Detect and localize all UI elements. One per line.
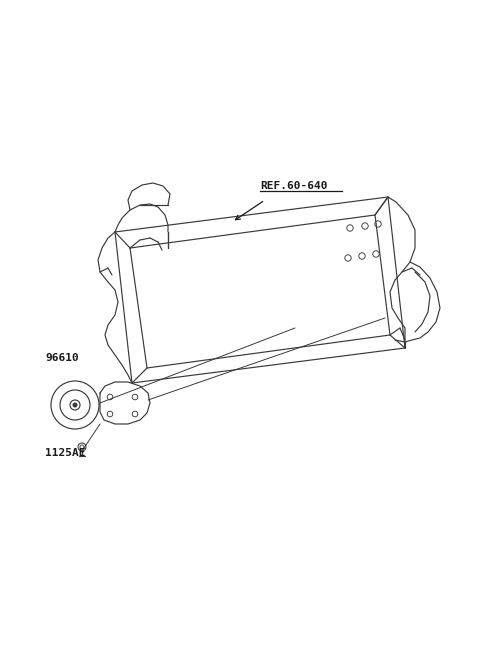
Text: 96610: 96610 [45, 353, 79, 363]
Text: 1125AE: 1125AE [45, 448, 85, 458]
Circle shape [73, 403, 77, 407]
Text: REF.60-640: REF.60-640 [260, 181, 327, 191]
